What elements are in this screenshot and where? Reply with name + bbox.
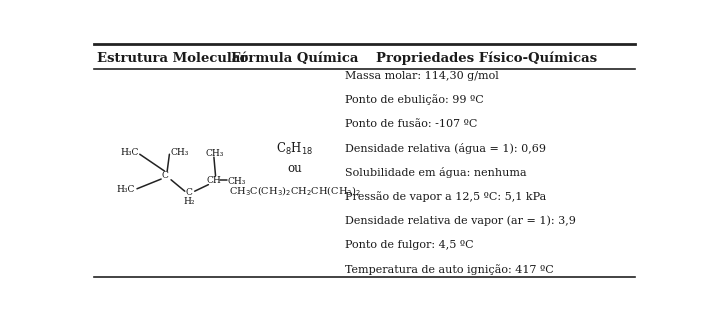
Text: Ponto de ebulição: 99 ºC: Ponto de ebulição: 99 ºC — [345, 94, 484, 105]
Text: H₂: H₂ — [184, 197, 195, 206]
Text: Propriedades Físico-Químicas: Propriedades Físico-Químicas — [376, 52, 598, 65]
Text: CH$_3$C(CH$_3$)$_2$CH$_2$CH(CH$_3$)$_2$: CH$_3$C(CH$_3$)$_2$CH$_2$CH(CH$_3$)$_2$ — [229, 185, 361, 198]
Text: H₃C: H₃C — [117, 185, 135, 194]
Text: ou: ou — [287, 161, 302, 175]
Text: Massa molar: 114,30 g/mol: Massa molar: 114,30 g/mol — [345, 71, 499, 81]
Text: Densidade relativa (água = 1): 0,69: Densidade relativa (água = 1): 0,69 — [345, 143, 546, 154]
Text: C: C — [186, 188, 193, 197]
Text: Solubilidade em água: nenhuma: Solubilidade em água: nenhuma — [345, 167, 527, 178]
Text: Ponto de fusão: -107 ºC: Ponto de fusão: -107 ºC — [345, 119, 478, 129]
Text: CH₃: CH₃ — [206, 149, 224, 158]
Text: C: C — [161, 171, 168, 180]
Text: CH₃: CH₃ — [228, 177, 246, 186]
Text: Densidade relativa de vapor (ar = 1): 3,9: Densidade relativa de vapor (ar = 1): 3,… — [345, 216, 576, 226]
Text: Fórmula Química: Fórmula Química — [231, 52, 358, 65]
Text: Pressão de vapor a 12,5 ºC: 5,1 kPa: Pressão de vapor a 12,5 ºC: 5,1 kPa — [345, 191, 547, 202]
Text: CH: CH — [206, 176, 221, 185]
Text: Temperatura de auto ignição: 417 ºC: Temperatura de auto ignição: 417 ºC — [345, 264, 554, 275]
Text: Estrutura Molecular: Estrutura Molecular — [97, 52, 247, 65]
Text: Ponto de fulgor: 4,5 ºC: Ponto de fulgor: 4,5 ºC — [345, 240, 474, 250]
Text: C$_8$H$_{18}$: C$_8$H$_{18}$ — [277, 141, 313, 157]
Text: CH₃: CH₃ — [170, 148, 189, 157]
Text: H₃C: H₃C — [121, 148, 139, 157]
